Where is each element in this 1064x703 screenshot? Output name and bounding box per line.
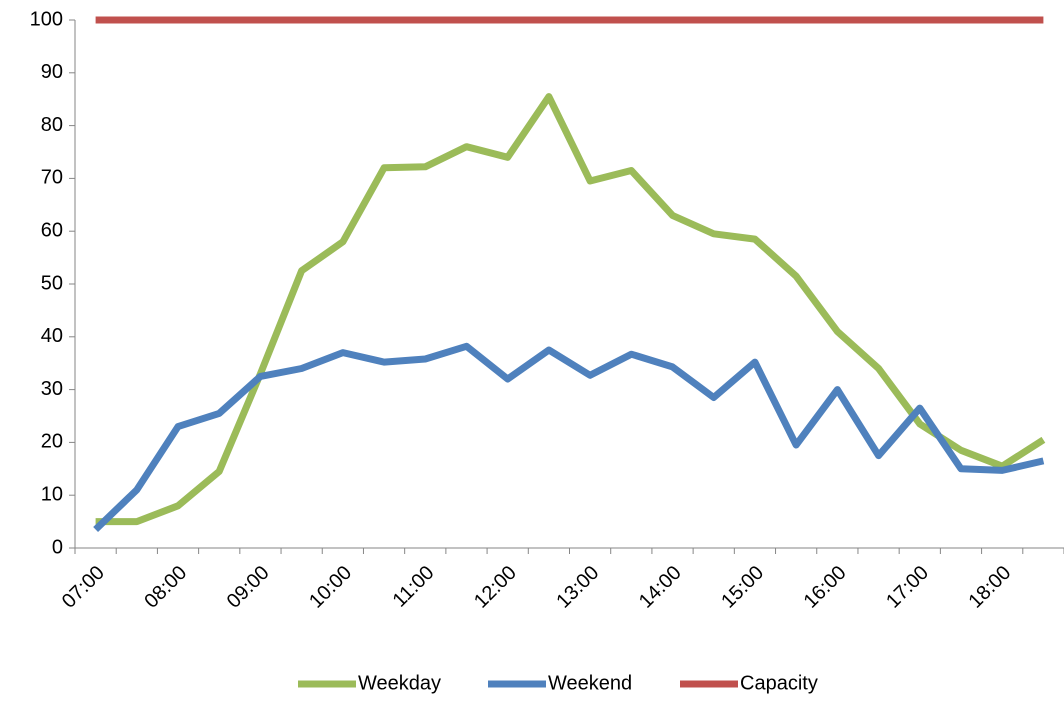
legend-label: Weekend <box>548 672 632 694</box>
legend-label: Weekday <box>358 672 441 694</box>
legend-label: Capacity <box>740 672 818 694</box>
x-tick-label: 13:00 <box>552 562 603 613</box>
legend-item: Capacity <box>680 672 818 694</box>
y-tick-label: 70 <box>41 167 63 189</box>
x-tick-label: 17:00 <box>882 562 933 613</box>
x-tick-label: 08:00 <box>140 562 191 613</box>
y-tick-label: 20 <box>41 431 63 453</box>
x-tick-label: 14:00 <box>635 562 686 613</box>
x-tick-label: 11:00 <box>389 562 439 612</box>
x-tick-label: 09:00 <box>223 562 274 613</box>
series-line <box>95 93 1046 526</box>
y-tick-label: 80 <box>41 114 63 136</box>
y-tick-label: 30 <box>41 378 63 400</box>
y-tick-label: 90 <box>41 61 63 83</box>
y-tick-label: 10 <box>41 483 63 505</box>
y-tick-label: 50 <box>41 272 63 294</box>
x-tick-label: 10:00 <box>305 562 356 613</box>
y-tick-label: 60 <box>41 219 63 241</box>
legend-item: Weekday <box>298 672 441 694</box>
legend-item: Weekend <box>488 672 632 694</box>
x-tick-label: 16:00 <box>800 562 851 613</box>
y-tick-label: 40 <box>41 325 63 347</box>
x-tick-label: 12:00 <box>470 562 521 613</box>
x-tick-label: 18:00 <box>965 562 1016 613</box>
y-tick-label: 0 <box>52 536 63 558</box>
x-tick-label: 07:00 <box>58 562 109 613</box>
x-tick-label: 15:00 <box>717 562 768 613</box>
y-tick-label: 100 <box>30 8 63 30</box>
series-line <box>93 342 1045 533</box>
